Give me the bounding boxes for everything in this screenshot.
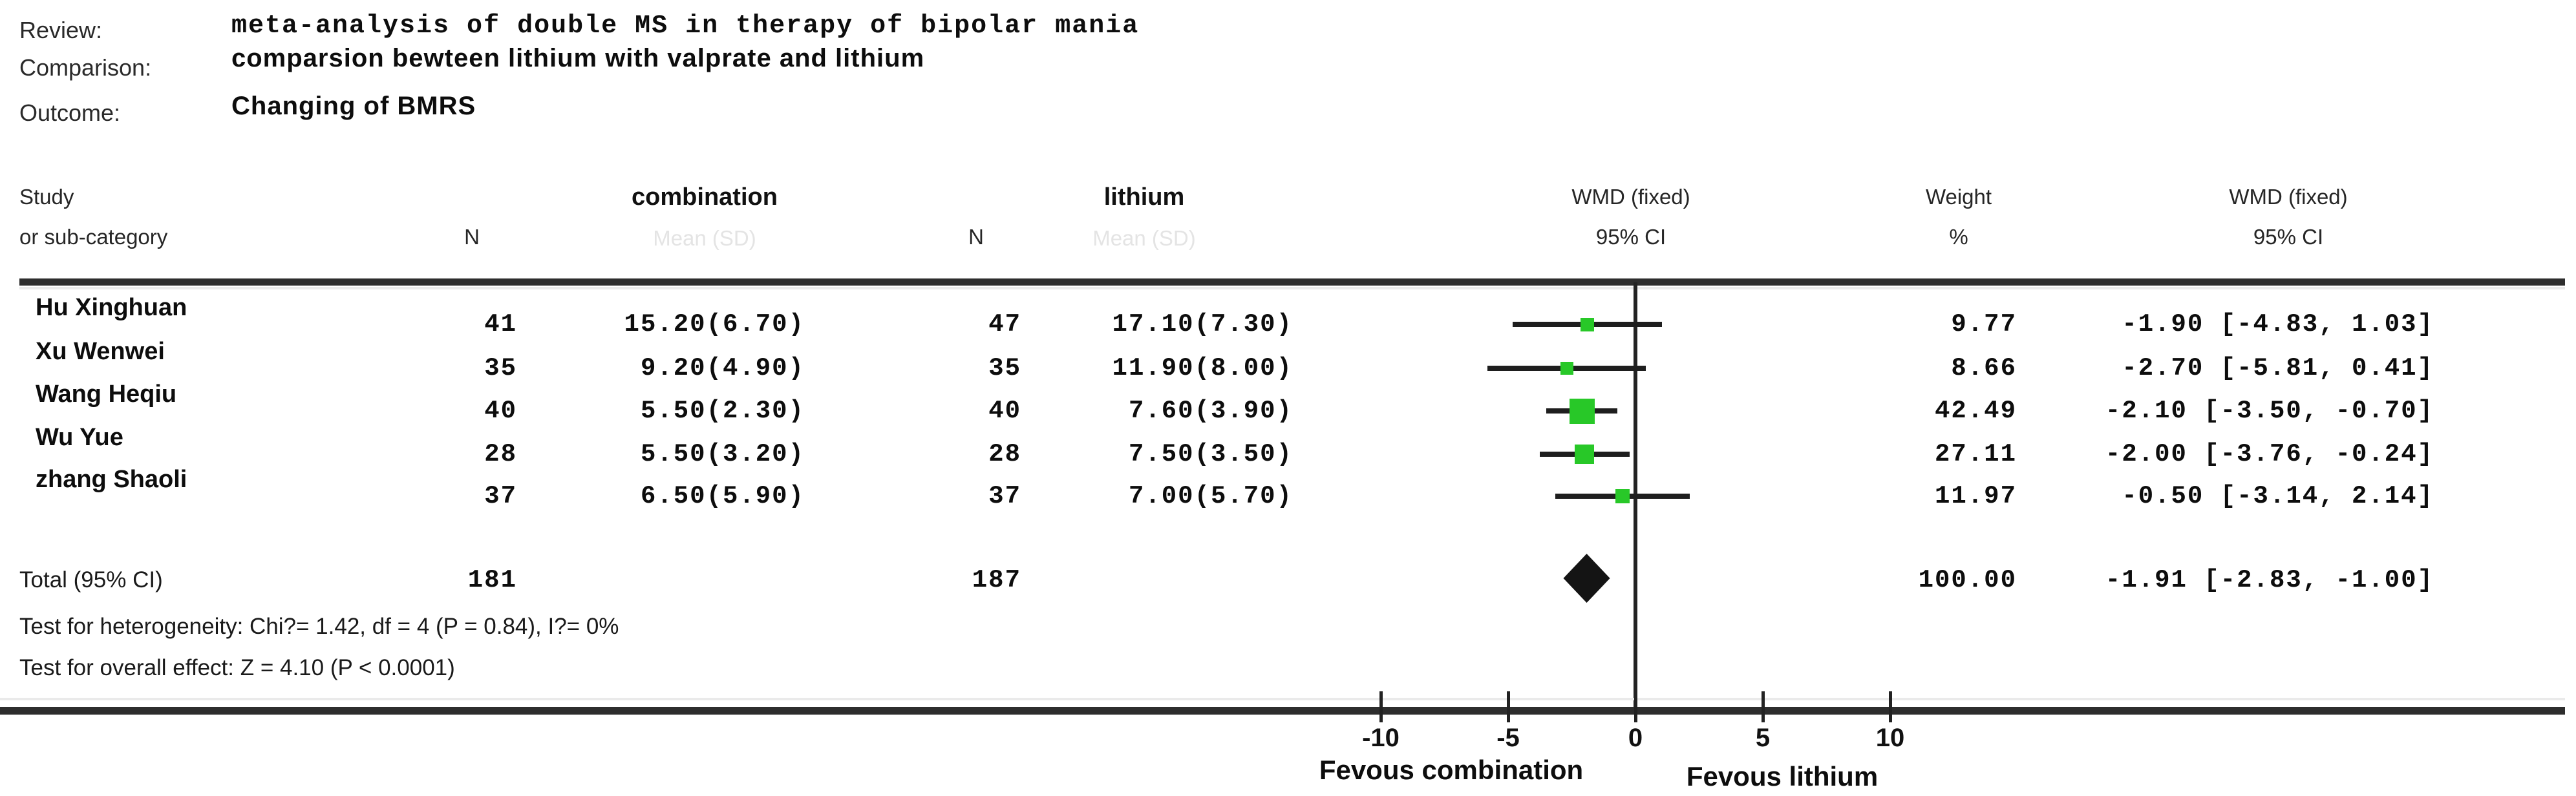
column-header-wmd-text: WMD (fixed) [2229,185,2348,209]
axis-line [0,707,2565,715]
column-header-combination: combination [632,183,778,211]
table-row: Hu Xinghuan 41 15.20(6.70) 47 17.10(7.30… [0,294,2576,339]
mean-sd-combination-value: 5.50(3.20) [640,440,805,468]
axis-tick-mark [1762,691,1765,722]
effect-square [1580,317,1594,331]
study-name: Wang Heqiu [36,381,177,408]
study-name: zhang Shaoli [36,466,187,493]
overall-effect-test-text: Test for overall effect: Z = 4.10 (P < 0… [19,655,455,680]
mean-sd-combination-value: 15.20(6.70) [624,310,805,339]
axis-tick-label: 0 [1628,724,1643,752]
total-row: Total (95% CI) 181 187 100.00 -1.91 [-2.… [0,566,2576,594]
n-lithium-value: 28 [988,440,1021,468]
study-name: Wu Yue [36,424,123,451]
table-row: Xu Wenwei 35 9.20(4.90) 35 11.90(8.00) 8… [0,338,2576,382]
total-label: Total (95% CI) [19,567,163,592]
study-name: Xu Wenwei [36,338,165,365]
column-header-n-lithium: N [968,225,984,249]
n-lithium-value: 35 [988,354,1021,382]
axis-caption-left: Fevous combination [1319,755,1584,785]
axis-tick-label: -10 [1362,724,1400,752]
n-combination-value: 40 [484,397,517,425]
weight-value: 42.49 [1934,397,2017,425]
column-subheader-combination-mean-sd: Mean (SD) [653,226,756,250]
axis-tick-mark [1507,691,1510,722]
wmd-ci-text: -2.00 [-3.76, -0.24] [2105,440,2434,468]
comparison-value: comparsion bewteen lithium with valprate… [231,44,925,72]
column-header-wmd-plot: WMD (fixed) [1571,185,1690,209]
wmd-ci-text: -0.50 [-3.14, 2.14] [2122,482,2434,510]
wmd-ci-text: -1.90 [-4.83, 1.03] [2122,310,2434,339]
axis-caption-right: Fevous lithium [1686,761,1879,791]
axis-tick-mark [1889,691,1892,722]
axis-tick-label: -5 [1496,724,1520,752]
total-n-lithium: 187 [972,566,1021,594]
wmd-ci-text: -2.70 [-5.81, 0.41] [2122,354,2434,382]
column-header-wmd-plot-ci: 95% CI [1595,225,1666,249]
axis-tick-label: 10 [1875,724,1905,752]
n-combination-value: 37 [484,482,517,510]
total-weight: 100.00 [1918,566,2017,594]
weight-value: 27.11 [1934,440,2017,468]
axis-tick-label: 5 [1755,724,1771,752]
mean-sd-lithium-value: 7.00(5.70) [1128,482,1293,510]
mean-sd-combination-value: 9.20(4.90) [640,354,805,382]
axis-shadow-line [0,698,2565,700]
effect-square [1569,398,1595,424]
axis-tick-mark [1634,691,1637,722]
review-label: Review: [19,17,103,43]
column-header-n-combination: N [464,225,480,249]
column-header-study: Study [19,185,74,209]
review-value: meta-analysis of double MS in therapy of… [231,12,1140,41]
outcome-label: Outcome: [19,100,121,126]
n-combination-value: 41 [484,310,517,339]
table-row: Wu Yue 28 5.50(3.20) 28 7.50(3.50) 27.11… [0,424,2576,468]
column-header-subcategory: or sub-category [19,225,168,249]
total-wmd-ci-text: -1.91 [-2.83, -1.00] [2105,566,2434,594]
weight-value: 9.77 [1951,310,2017,339]
effect-square [1575,445,1595,464]
mean-sd-combination-value: 5.50(2.30) [640,397,805,425]
column-header-weight: Weight [1925,185,1992,209]
n-lithium-value: 37 [988,482,1021,510]
header-separator-line [19,278,2565,286]
heterogeneity-test-text: Test for heterogeneity: Chi?= 1.42, df =… [19,614,619,639]
column-header-wmd-text-ci: 95% CI [2253,225,2324,249]
n-lithium-value: 47 [988,310,1021,339]
n-combination-value: 28 [484,440,517,468]
effect-square [1615,489,1630,503]
weight-value: 11.97 [1934,482,2017,510]
column-header-lithium: lithium [1103,183,1185,211]
column-subheader-lithium-mean-sd: Mean (SD) [1092,226,1196,250]
axis-tick-mark [1379,691,1383,722]
weight-value: 8.66 [1951,354,2017,382]
comparison-label: Comparison: [19,54,152,81]
mean-sd-combination-value: 6.50(5.90) [640,482,805,510]
table-row: zhang Shaoli 37 6.50(5.90) 37 7.00(5.70)… [0,466,2576,510]
header-separator-shadow [19,287,2565,289]
n-lithium-value: 40 [988,397,1021,425]
table-row: Wang Heqiu 40 5.50(2.30) 40 7.60(3.90) 4… [0,381,2576,425]
outcome-value: Changing of BMRS [231,92,476,120]
study-name: Hu Xinghuan [36,294,187,321]
total-n-combination: 181 [467,566,517,594]
effect-square [1560,362,1573,375]
mean-sd-lithium-value: 7.50(3.50) [1128,440,1293,468]
wmd-ci-text: -2.10 [-3.50, -0.70] [2105,397,2434,425]
mean-sd-lithium-value: 7.60(3.90) [1128,397,1293,425]
mean-sd-lithium-value: 17.10(7.30) [1112,310,1293,339]
column-header-weight-pct: % [1949,225,1968,249]
mean-sd-lithium-value: 11.90(8.00) [1112,354,1293,382]
n-combination-value: 35 [484,354,517,382]
